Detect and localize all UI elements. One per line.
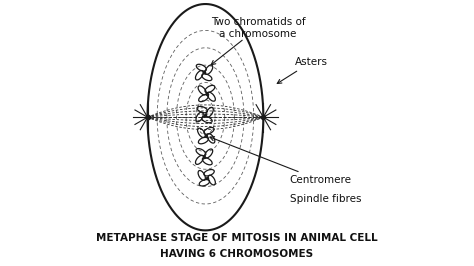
Text: Two chromatids of
a chromosome: Two chromatids of a chromosome xyxy=(211,17,305,65)
Text: HAVING 6 CHROMOSOMES: HAVING 6 CHROMOSOMES xyxy=(160,249,314,259)
Text: Spindle fibres: Spindle fibres xyxy=(290,194,361,204)
Text: METAPHASE STAGE OF MITOSIS IN ANIMAL CELL: METAPHASE STAGE OF MITOSIS IN ANIMAL CEL… xyxy=(96,233,378,243)
Text: Asters: Asters xyxy=(277,57,328,84)
Text: Centromere: Centromere xyxy=(210,137,352,185)
